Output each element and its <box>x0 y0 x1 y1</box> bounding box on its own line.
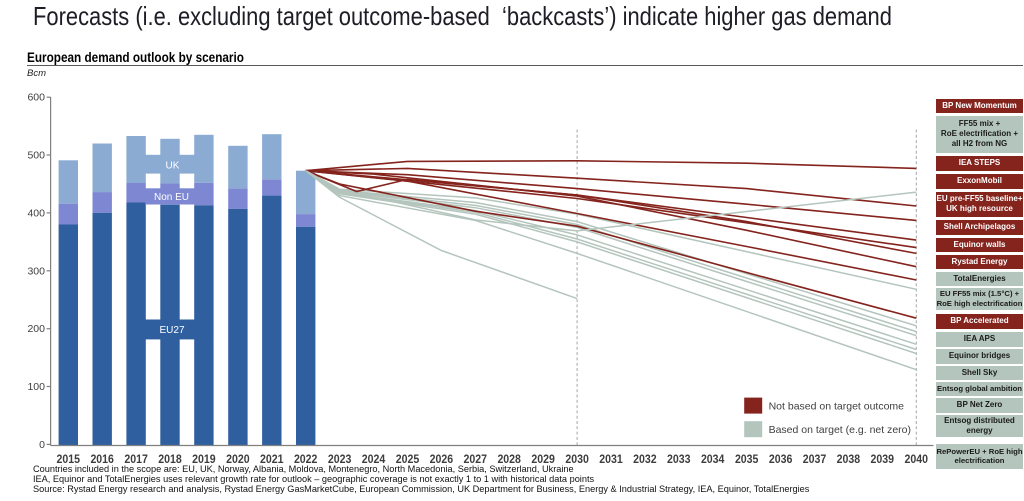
svg-text:2019: 2019 <box>192 452 216 466</box>
svg-text:2017: 2017 <box>124 452 148 466</box>
svg-text:2026: 2026 <box>430 452 454 466</box>
svg-text:300: 300 <box>27 265 45 277</box>
svg-text:600: 600 <box>27 92 45 104</box>
svg-text:2039: 2039 <box>871 452 895 466</box>
svg-text:2029: 2029 <box>531 452 555 466</box>
svg-text:Not based on target outcome: Not based on target outcome <box>769 400 905 412</box>
svg-text:2022: 2022 <box>294 452 318 466</box>
svg-text:2027: 2027 <box>464 452 488 466</box>
svg-text:2031: 2031 <box>599 452 623 466</box>
svg-text:2038: 2038 <box>837 452 861 466</box>
svg-text:2025: 2025 <box>396 452 420 466</box>
svg-text:Non EU: Non EU <box>154 192 189 203</box>
svg-text:2020: 2020 <box>226 452 250 466</box>
svg-text:2023: 2023 <box>328 452 352 466</box>
svg-text:2018: 2018 <box>158 452 182 466</box>
svg-text:100: 100 <box>27 381 45 393</box>
svg-text:2032: 2032 <box>633 452 657 466</box>
svg-text:UK: UK <box>166 160 180 171</box>
svg-text:EU27: EU27 <box>159 325 184 336</box>
svg-text:2034: 2034 <box>701 452 725 466</box>
svg-text:2040: 2040 <box>905 452 929 466</box>
svg-text:2037: 2037 <box>803 452 827 466</box>
svg-text:2021: 2021 <box>260 452 284 466</box>
svg-text:2036: 2036 <box>769 452 793 466</box>
svg-text:200: 200 <box>27 323 45 335</box>
svg-text:2015: 2015 <box>57 452 81 466</box>
svg-text:Based on target (e.g. net zero: Based on target (e.g. net zero) <box>769 424 911 436</box>
svg-text:2028: 2028 <box>497 452 521 466</box>
svg-text:2016: 2016 <box>90 452 114 466</box>
svg-text:400: 400 <box>27 207 45 219</box>
svg-text:2035: 2035 <box>735 452 759 466</box>
svg-text:500: 500 <box>27 150 45 162</box>
svg-text:2033: 2033 <box>667 452 691 466</box>
svg-text:0: 0 <box>39 439 45 451</box>
svg-text:2030: 2030 <box>565 452 589 466</box>
svg-text:2024: 2024 <box>362 452 386 466</box>
